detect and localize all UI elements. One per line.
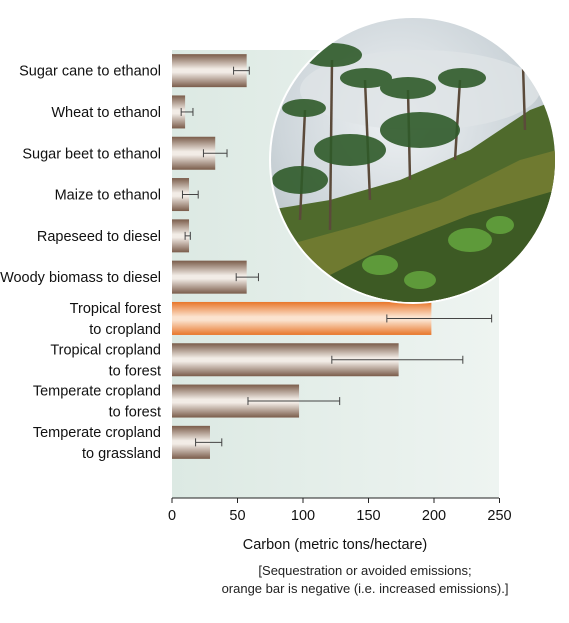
error-bar [247, 397, 341, 406]
bar [172, 178, 190, 212]
x-tick-label: 200 [422, 508, 446, 524]
caption: [Sequestration or avoided emissions; ora… [200, 562, 530, 598]
category-label: Tropical forest [70, 301, 161, 317]
error-bar [331, 355, 464, 364]
category-label: Sugar beet to ethanol [22, 146, 161, 162]
error-bar [195, 438, 223, 447]
forest-photo [269, 16, 557, 304]
bar [172, 260, 247, 294]
bars-layer [172, 54, 432, 459]
error-bar [233, 66, 250, 75]
bar [172, 219, 190, 253]
x-tick-label: 100 [291, 508, 315, 524]
category-label: to forest [109, 405, 161, 421]
x-axis: 0 50 100 150 200 250 Carbon (metric tons/hecta… [168, 497, 512, 553]
error-bar [202, 149, 228, 158]
category-label: Temperate cropland [33, 425, 161, 441]
category-label: Tropical cropland [50, 342, 161, 358]
x-tick-label: 0 [168, 508, 176, 524]
x-axis-label: Carbon (metric tons/hectare) [243, 537, 428, 553]
x-tick-label: 50 [229, 508, 245, 524]
category-label: to forest [109, 363, 161, 379]
category-label: Rapeseed to diesel [37, 229, 161, 245]
bar [172, 95, 186, 129]
error-bar [184, 231, 191, 240]
error-bar [180, 107, 194, 116]
category-label: Sugar cane to ethanol [19, 64, 161, 80]
category-labels: Sugar cane to ethanol Wheat to ethanol Sug… [0, 64, 161, 462]
category-label: to cropland [89, 322, 161, 338]
error-bars-layer [180, 66, 493, 447]
caption-line-1: [Sequestration or avoided emissions; [258, 563, 472, 578]
x-tick-label: 250 [487, 508, 511, 524]
category-label: to grassland [82, 446, 161, 462]
x-tick-label: 150 [356, 508, 380, 524]
error-bar [235, 273, 259, 282]
category-label: Temperate cropland [33, 384, 161, 400]
caption-line-2: orange bar is negative (i.e. increased e… [221, 581, 509, 596]
error-bar [181, 190, 199, 199]
category-label: Woody biomass to diesel [0, 270, 161, 286]
category-label: Maize to ethanol [55, 188, 161, 204]
category-label: Wheat to ethanol [51, 105, 161, 121]
error-bar [386, 314, 493, 323]
